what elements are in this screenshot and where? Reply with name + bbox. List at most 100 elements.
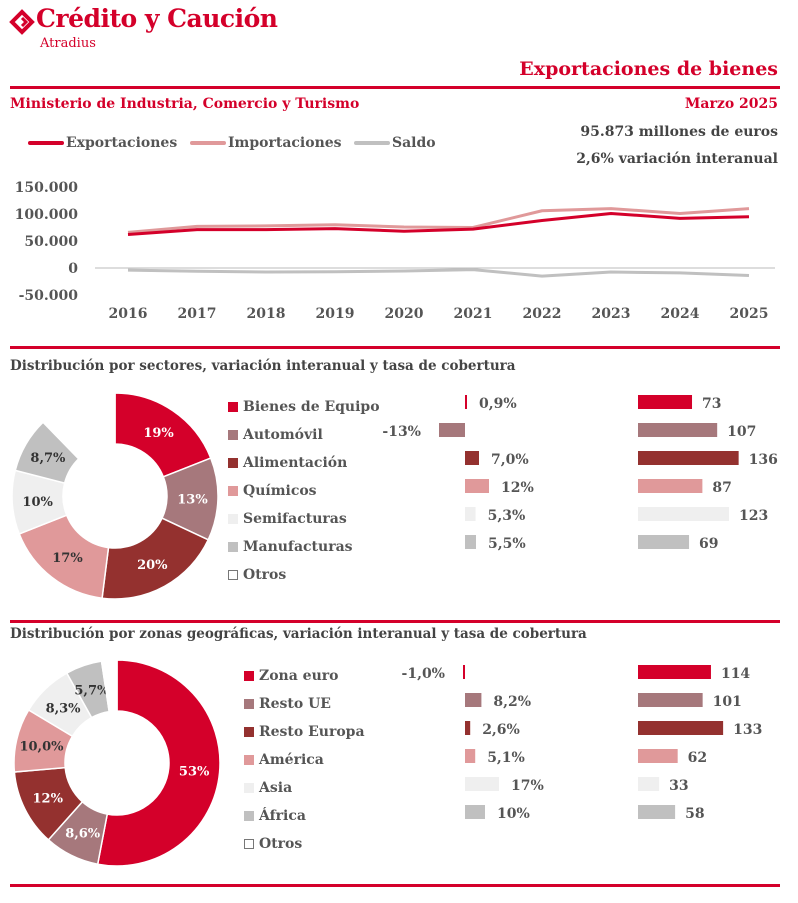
legend-swatch (228, 570, 238, 580)
legend-item: África (244, 808, 306, 824)
slice-label: 17% (52, 551, 83, 566)
y-tick-label: 100.000 (15, 207, 79, 223)
coverage-label: 73 (702, 396, 721, 412)
variation-label: 17% (511, 778, 544, 794)
variation-label: 0,9% (479, 396, 517, 412)
variation-bar (465, 693, 482, 707)
donut-slice (96, 659, 221, 867)
slice-label: 5,7% (74, 684, 110, 699)
divider (10, 620, 780, 623)
variation-bar (465, 535, 476, 549)
legend-label: África (259, 808, 306, 824)
coverage-label: 87 (712, 480, 731, 496)
legend-swatch (354, 141, 390, 145)
regions-bar-charts: -1,0% 114 8,2% 101 2,6% 133 5,1% 62 17% 33 10% 58 (402, 665, 762, 822)
legend-importaciones: Importaciones (190, 135, 342, 151)
variation-label: 8,2% (493, 694, 531, 710)
variation-bar (465, 479, 489, 493)
variation-label: 5,1% (487, 750, 525, 766)
legend-label: Otros (259, 836, 303, 852)
series-line-importaciones (127, 207, 750, 234)
y-tick-label: 0 (68, 261, 78, 277)
legend-label: Automóvil (243, 427, 323, 443)
legend-label: Resto Europa (259, 724, 365, 740)
slice-label: 12% (33, 792, 64, 807)
legend-swatch (244, 839, 254, 849)
legend-swatch (190, 141, 226, 145)
variation-bar (465, 451, 479, 465)
x-tick-label: 2022 (523, 306, 562, 322)
legend-label: Semifacturas (243, 511, 347, 527)
x-tick-label: 2017 (178, 306, 217, 322)
variation-bar (463, 665, 465, 679)
legend-item: Otros (244, 836, 302, 852)
variation-bar (465, 805, 485, 819)
divider (10, 86, 780, 89)
coverage-bar (638, 451, 739, 465)
slice-label: 8,3% (46, 701, 82, 716)
y-tick-label: 150.000 (15, 180, 79, 196)
legend-item: Resto Europa (244, 724, 365, 740)
sectors-title: Distribución por sectores, variación int… (10, 358, 516, 374)
variation-label: 5,5% (488, 536, 526, 552)
legend-label: Asia (259, 780, 293, 796)
legend-saldo: Saldo (354, 135, 436, 151)
variation-bar (465, 749, 476, 763)
coverage-label: 136 (749, 452, 778, 468)
coverage-bar (638, 535, 690, 549)
slice-label: 10,0% (19, 740, 64, 755)
legend-item: Bienes de Equipo (228, 399, 380, 415)
variation-bar (465, 721, 471, 735)
legend-swatch (244, 727, 254, 737)
sectors-bar-charts: 0,9% 73 -13% 107 7,0% 136 12% 87 5,3% 123 5,5% 69 (382, 395, 778, 552)
variation-label: 7,0% (491, 452, 529, 468)
donut-slice (101, 517, 210, 600)
coverage-label: 58 (685, 806, 704, 822)
legend-item: Automóvil (228, 427, 323, 443)
x-tick-label: 2025 (730, 306, 769, 322)
legend-label: Saldo (392, 135, 436, 151)
legend-label: Manufacturas (243, 539, 353, 555)
coverage-label: 107 (727, 424, 756, 440)
donut-slice (100, 659, 118, 713)
brand-subtitle: Atradius (40, 36, 96, 51)
coverage-bar (638, 479, 703, 493)
legend-item: Químicos (228, 483, 317, 499)
coverage-label: 33 (669, 778, 688, 794)
kpi-value: 95.873 millones de euros (580, 124, 778, 140)
divider (10, 884, 780, 887)
legend-item: Otros (228, 567, 286, 583)
legend-swatch (228, 458, 238, 468)
legend-label: Otros (243, 567, 287, 583)
legend-label: Importaciones (228, 135, 342, 151)
variation-label: 5,3% (488, 508, 526, 524)
legend-item: Semifacturas (228, 511, 347, 527)
coverage-bar (638, 721, 724, 735)
sectors-donut-chart: 19% 13% 20% 17% 10% 8,7% (11, 392, 219, 600)
variation-label: -1,0% (402, 666, 445, 682)
legend-swatch (244, 671, 254, 681)
legend-swatch (244, 699, 254, 709)
legend-exportaciones: Exportaciones (28, 135, 177, 151)
legend-item: Manufacturas (228, 539, 353, 555)
legend-label: Bienes de Equipo (243, 399, 380, 415)
y-tick-label: -50.000 (19, 288, 79, 304)
variation-label: 10% (497, 806, 530, 822)
coverage-label: 114 (721, 666, 750, 682)
coverage-label: 123 (739, 508, 768, 524)
coverage-label: 62 (688, 750, 707, 766)
line-chart: 150.000 100.000 50.000 0 -50.000 2016 2017 2018… (15, 180, 775, 322)
legend-label: Alimentación (243, 455, 348, 471)
x-tick-label: 2023 (592, 306, 631, 322)
slice-label: 19% (143, 426, 174, 441)
legend-swatch (28, 141, 64, 145)
x-tick-label: 2024 (661, 306, 700, 322)
x-tick-label: 2020 (385, 306, 424, 322)
legend-swatch (228, 430, 238, 440)
variation-bar (465, 395, 467, 409)
x-tick-label: 2019 (316, 306, 355, 322)
legend-label: Químicos (243, 483, 317, 499)
legend-swatch (244, 783, 254, 793)
legend-label: Resto UE (259, 696, 331, 712)
kpi-change: 2,6% variación interanual (576, 151, 778, 167)
